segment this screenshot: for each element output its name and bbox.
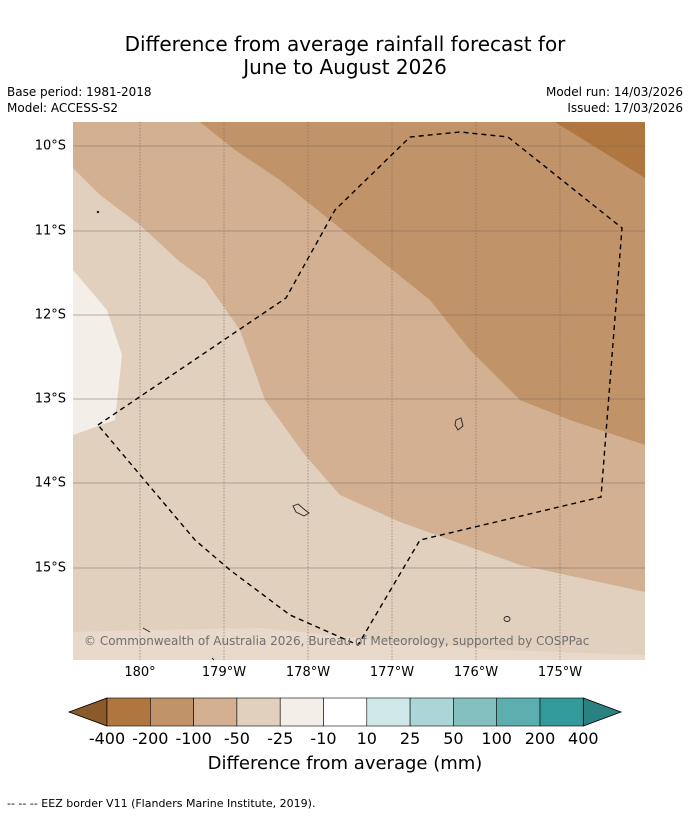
- lon-label-175w: 175°W: [537, 665, 583, 680]
- eez-border: [96, 131, 623, 646]
- island-southeast: [503, 616, 511, 622]
- colorbar-title: Difference from average (mm): [207, 753, 483, 774]
- meta-right: Model run: 14/03/2026 Issued: 17/03/2026: [546, 84, 683, 116]
- colorbar-tick-label: -10: [310, 729, 337, 748]
- colorbar-tick-label: 10: [356, 729, 377, 748]
- rainfall-anomaly-field: [73, 122, 645, 660]
- lat-label-14s: 14°S: [34, 475, 66, 491]
- model-run: Model run: 14/03/2026: [545, 85, 683, 99]
- lat-label-11s: 11°S: [34, 223, 66, 239]
- lat-label-12s: 12°S: [34, 307, 66, 323]
- lon-label-180: 180°: [124, 665, 156, 680]
- island-south: [211, 657, 215, 661]
- colorbar-swatch: [106, 697, 151, 727]
- colorbar-swatch: [279, 697, 324, 727]
- colorbar-tick-label: -400: [88, 729, 126, 748]
- base-period: Base period: 1981-2018: [7, 85, 152, 99]
- meta-left: Base period: 1981-2018 Model: ACCESS-S2: [7, 84, 152, 116]
- colorbar-tick-label: -25: [267, 729, 294, 748]
- colorbar-tick-label: -50: [223, 729, 250, 748]
- colorbar-swatch: [453, 697, 497, 727]
- copyright-credit: © Commonwealth of Australia 2026, Bureau…: [84, 634, 590, 648]
- colorbar-swatch: [150, 697, 194, 727]
- island-central: [292, 503, 310, 517]
- island-east: [454, 417, 464, 431]
- colorbar-swatch: [236, 697, 281, 727]
- colorbar-tick-label: 200: [524, 729, 556, 748]
- lon-label-177w: 177°W: [369, 665, 415, 680]
- colorbar-low-extension: [67, 697, 108, 727]
- lat-label-13s: 13°S: [34, 391, 66, 407]
- lon-label-176w: 176°W: [453, 665, 499, 680]
- title-line-2: June to August 2026: [243, 55, 447, 79]
- colorbar-tick-label: -100: [175, 729, 212, 748]
- graticule: [73, 122, 645, 660]
- model-name: Model: ACCESS-S2: [7, 101, 119, 115]
- colorbar-swatch: [323, 697, 368, 727]
- colorbar-high-extension: [582, 697, 623, 727]
- colorbar-tick-label: 100: [481, 729, 512, 748]
- band-minus100-to-minus200: [200, 122, 645, 445]
- colorbar-swatch: [409, 697, 454, 727]
- band-minus200-to-minus400: [555, 122, 645, 178]
- lon-label-178w: 178°W: [285, 665, 331, 680]
- issued-date: Issued: 17/03/2026: [567, 101, 683, 115]
- colorbar-tick-label: 400: [568, 729, 599, 748]
- band-minus10-to-minus25: [73, 270, 122, 435]
- islands: [96, 210, 511, 661]
- title-line-1: Difference from average rainfall forecas…: [124, 32, 566, 56]
- lat-label-10s: 10°S: [34, 138, 66, 154]
- eez-legend-footer: -- -- -- EEZ border V11 (Flanders Marine…: [7, 797, 316, 810]
- island-northwest: [96, 210, 100, 214]
- lon-label-179w: 179°W: [201, 665, 247, 680]
- colorbar: [67, 697, 623, 727]
- colorbar-swatch: [539, 697, 584, 727]
- colorbar-swatch: [366, 697, 411, 727]
- lat-label-15s: 15°S: [34, 560, 66, 576]
- colorbar-swatch: [193, 697, 238, 727]
- colorbar-tick-label: 25: [399, 729, 421, 748]
- colorbar-tick-label: -200: [132, 729, 169, 748]
- colorbar-tick-label: 50: [443, 729, 464, 748]
- island-southwest: [142, 627, 151, 633]
- colorbar-swatch: [496, 697, 541, 727]
